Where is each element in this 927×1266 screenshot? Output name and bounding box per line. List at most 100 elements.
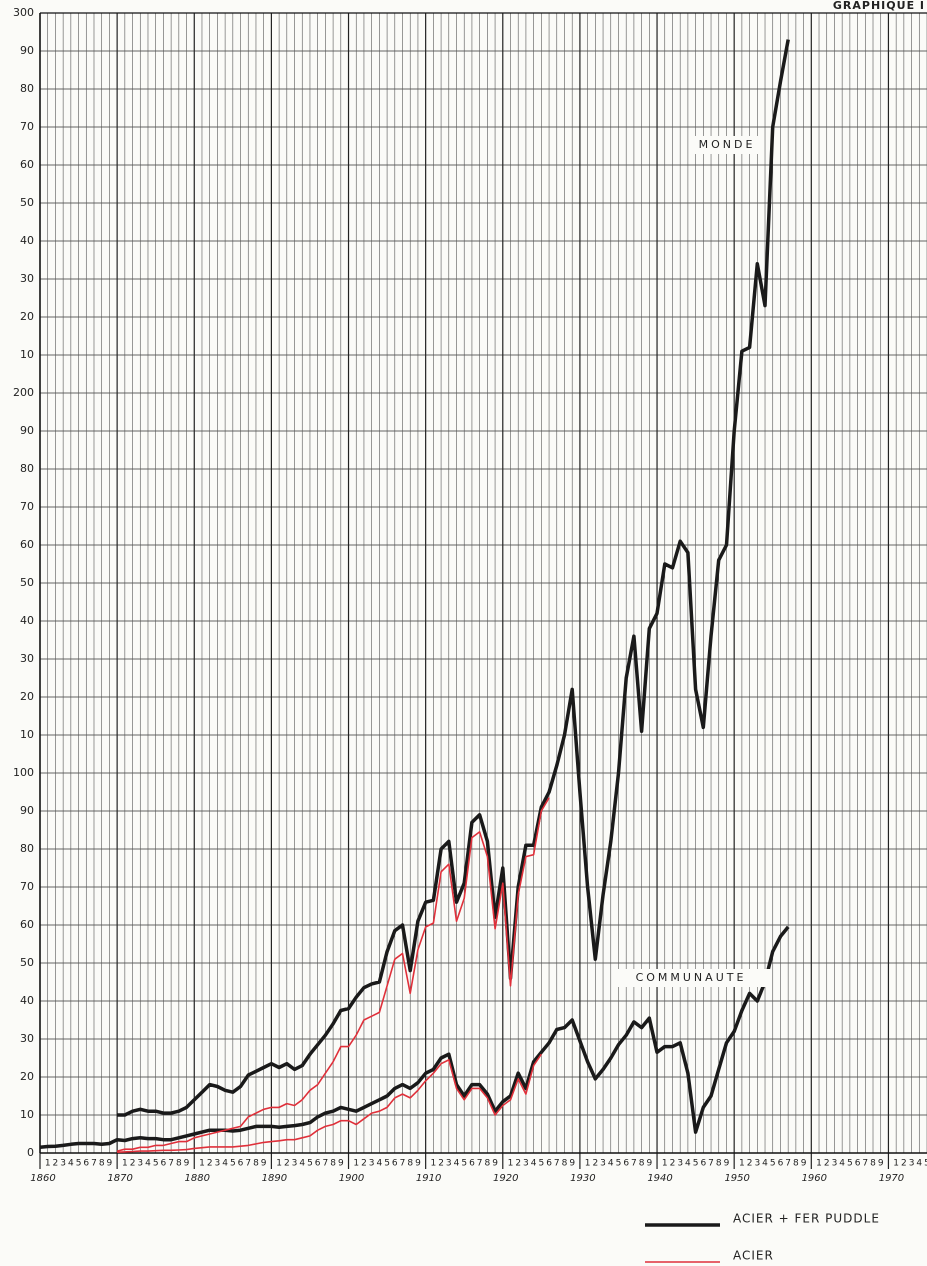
series-line [117,1053,542,1153]
x-minor-tick-label: 7 [785,1159,791,1169]
x-minor-tick-label: 1 [508,1159,514,1169]
x-minor-tick-label: 9 [569,1159,575,1169]
x-minor-tick-label: 4 [145,1159,151,1169]
x-minor-tick-label: 3 [446,1159,452,1169]
y-tick-label: 50 [20,196,34,209]
x-minor-tick-label: 7 [862,1159,868,1169]
x-minor-tick-label: 7 [477,1159,483,1169]
x-minor-tick-label: 6 [623,1159,629,1169]
x-minor-tick-label: 9 [184,1159,190,1169]
x-minor-tick-label: 3 [909,1159,915,1169]
y-tick-label: 40 [20,614,34,627]
x-minor-tick-label: 1 [45,1159,51,1169]
x-minor-tick-label: 6 [778,1159,784,1169]
x-minor-tick-label: 4 [916,1159,922,1169]
x-minor-tick-label: 3 [523,1159,529,1169]
x-tick-label: 1970 [879,1173,904,1184]
x-minor-tick-label: 9 [492,1159,498,1169]
x-minor-tick-label: 1 [739,1159,745,1169]
x-minor-tick-label: 9 [261,1159,267,1169]
y-tick-label: 30 [20,1032,34,1045]
x-tick-label: 1900 [339,1173,364,1184]
x-minor-tick-label: 7 [91,1159,97,1169]
y-tick-label: 80 [20,82,34,95]
x-minor-tick-label: 8 [407,1159,413,1169]
x-minor-tick-label: 3 [677,1159,683,1169]
y-tick-label: 50 [20,956,34,969]
series-line [39,925,790,1150]
x-minor-tick-label: 2 [824,1159,830,1169]
x-minor-tick-label: 1 [276,1159,282,1169]
x-tick-label: 1950 [724,1173,749,1184]
x-minor-tick-label: 8 [253,1159,259,1169]
x-minor-tick-label: 5 [230,1159,236,1169]
x-minor-tick-label: 2 [284,1159,290,1169]
x-minor-tick-label: 6 [469,1159,475,1169]
y-tick-label: 50 [20,576,34,589]
x-tick-label: 1860 [30,1173,55,1184]
x-minor-tick-label: 9 [107,1159,113,1169]
x-minor-tick-label: 1 [353,1159,359,1169]
x-minor-tick-label: 4 [762,1159,768,1169]
x-minor-tick-label: 2 [901,1159,907,1169]
x-minor-tick-label: 1 [816,1159,822,1169]
x-minor-tick-label: 8 [562,1159,568,1169]
x-minor-tick-label: 9 [801,1159,807,1169]
x-minor-tick-label: 9 [724,1159,730,1169]
y-tick-label: 30 [20,652,34,665]
x-minor-tick-label: 7 [245,1159,251,1169]
x-minor-tick-label: 3 [600,1159,606,1169]
x-minor-tick-label: 5 [307,1159,313,1169]
y-tick-label: 10 [20,348,34,361]
x-minor-tick-label: 3 [832,1159,838,1169]
x-tick-label: 1920 [493,1173,518,1184]
x-minor-tick-label: 9 [646,1159,652,1169]
x-minor-tick-label: 8 [484,1159,490,1169]
x-minor-tick-label: 3 [754,1159,760,1169]
y-tick-label: 70 [20,500,34,513]
x-minor-tick-label: 4 [531,1159,537,1169]
x-minor-tick-label: 3 [137,1159,143,1169]
x-minor-tick-label: 1 [430,1159,436,1169]
y-tick-label: 80 [20,842,34,855]
x-minor-tick-label: 3 [369,1159,375,1169]
x-minor-tick-label: 7 [400,1159,406,1169]
x-minor-tick-label: 6 [855,1159,861,1169]
x-minor-tick-label: 4 [839,1159,845,1169]
x-minor-tick-label: 7 [708,1159,714,1169]
x-minor-tick-label: 5 [693,1159,699,1169]
x-tick-label: 1960 [802,1173,827,1184]
x-minor-tick-label: 7 [554,1159,560,1169]
y-tick-label: 60 [20,918,34,931]
x-minor-tick-label: 2 [670,1159,676,1169]
x-minor-tick-label: 6 [546,1159,552,1169]
annotation: COMMUNAUTE [636,971,747,984]
x-minor-tick-label: 5 [924,1159,927,1169]
x-minor-tick-label: 5 [847,1159,853,1169]
x-minor-tick-label: 4 [222,1159,228,1169]
x-minor-tick-label: 8 [716,1159,722,1169]
y-tick-label: 20 [20,1070,34,1083]
x-minor-tick-label: 2 [592,1159,598,1169]
x-minor-tick-label: 5 [76,1159,82,1169]
y-tick-label: 0 [27,1146,34,1159]
x-minor-tick-label: 5 [153,1159,159,1169]
x-minor-tick-label: 4 [454,1159,460,1169]
x-minor-tick-label: 5 [538,1159,544,1169]
x-minor-tick-label: 5 [770,1159,776,1169]
y-tick-label: 20 [20,690,34,703]
x-minor-tick-label: 2 [53,1159,59,1169]
y-tick-label: 100 [13,766,34,779]
x-minor-tick-label: 7 [323,1159,329,1169]
x-tick-label: 1870 [107,1173,132,1184]
x-tick-label: 1940 [647,1173,672,1184]
series-line [116,797,550,1152]
y-tick-label: 300 [13,6,34,19]
x-minor-tick-label: 7 [168,1159,174,1169]
annotation-box [612,969,770,987]
x-minor-tick-label: 4 [299,1159,305,1169]
y-tick-label: 60 [20,538,34,551]
x-tick-label: 1930 [570,1173,595,1184]
